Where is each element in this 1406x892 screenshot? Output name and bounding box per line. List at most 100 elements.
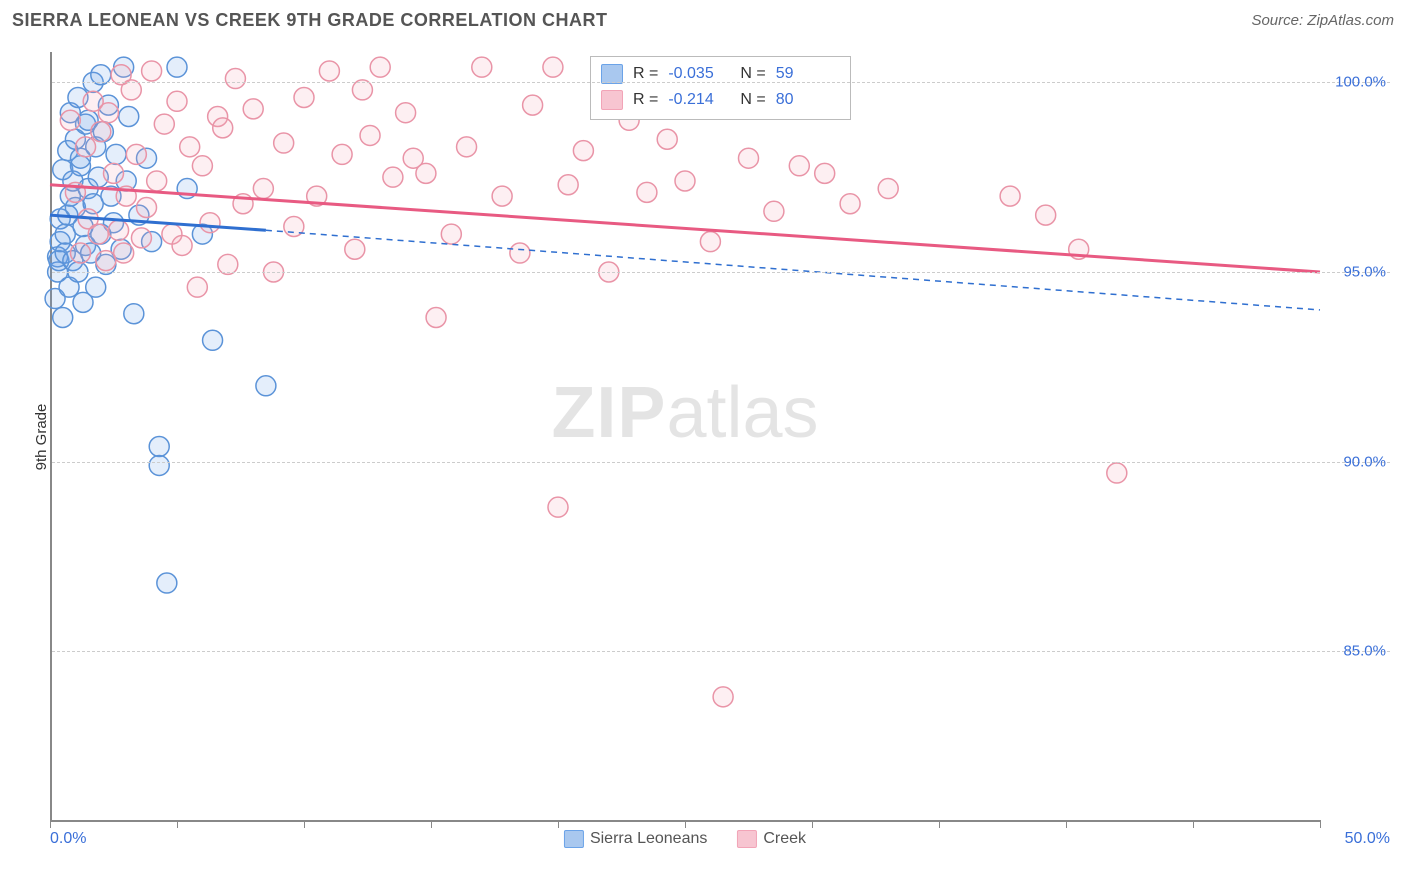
data-point (739, 148, 759, 168)
x-tick (558, 820, 559, 828)
data-point (416, 163, 436, 183)
legend-r-value: -0.214 (668, 91, 730, 109)
x-tick (685, 820, 686, 828)
y-axis-label: 9th Grade (33, 404, 50, 471)
legend-swatch (601, 64, 623, 84)
data-point (131, 228, 151, 248)
chart-container: 9th Grade ZIPatlas 0.0% 50.0% R =-0.035N… (50, 52, 1390, 822)
data-point (1036, 205, 1056, 225)
data-point (149, 455, 169, 475)
data-point (98, 103, 118, 123)
data-point (441, 224, 461, 244)
x-tick (177, 820, 178, 828)
data-point (878, 179, 898, 199)
x-tick (304, 820, 305, 828)
data-point (253, 179, 273, 199)
page-title: SIERRA LEONEAN VS CREEK 9TH GRADE CORREL… (12, 10, 608, 31)
data-point (225, 69, 245, 89)
data-point (114, 243, 134, 263)
data-point (88, 224, 108, 244)
legend-swatch (737, 830, 757, 848)
x-tick (1193, 820, 1194, 828)
legend-n-label: N = (740, 65, 765, 83)
legend-swatch (601, 90, 623, 110)
data-point (119, 106, 139, 126)
x-tick (431, 820, 432, 828)
data-point (172, 235, 192, 255)
data-point (256, 376, 276, 396)
legend-n-value: 80 (776, 91, 838, 109)
legend-item: Creek (737, 830, 806, 848)
data-point (548, 497, 568, 517)
legend-swatch (564, 830, 584, 848)
data-point (243, 99, 263, 119)
data-point (187, 277, 207, 297)
y-tick-label: 100.0% (1335, 74, 1386, 91)
data-point (104, 163, 124, 183)
x-tick-label-min: 0.0% (50, 830, 86, 848)
legend-label: Sierra Leoneans (590, 830, 707, 847)
data-point (713, 687, 733, 707)
data-point (274, 133, 294, 153)
data-point (76, 137, 96, 157)
data-point (675, 171, 695, 191)
gridline-h (52, 272, 1390, 273)
gridline-h (52, 82, 1390, 83)
data-point (383, 167, 403, 187)
data-point (573, 141, 593, 161)
x-tick (1066, 820, 1067, 828)
x-tick (939, 820, 940, 828)
data-point (294, 88, 314, 108)
data-point (426, 308, 446, 328)
legend-item: Sierra Leoneans (564, 830, 707, 848)
data-point (1000, 186, 1020, 206)
scatter-svg (50, 52, 1320, 822)
data-point (360, 125, 380, 145)
data-point (472, 57, 492, 77)
legend-r-label: R = (633, 91, 658, 109)
source-attribution: Source: ZipAtlas.com (1251, 12, 1394, 29)
data-point (192, 156, 212, 176)
x-tick (1320, 820, 1321, 828)
data-point (167, 91, 187, 111)
data-point (345, 239, 365, 259)
data-point (510, 243, 530, 263)
data-point (147, 171, 167, 191)
legend-label: Creek (763, 830, 806, 847)
gridline-h (52, 651, 1390, 652)
series-legend: Sierra Leoneans Creek (564, 830, 806, 848)
data-point (492, 186, 512, 206)
data-point (558, 175, 578, 195)
data-point (157, 573, 177, 593)
x-tick-label-max: 50.0% (1345, 830, 1390, 848)
data-point (91, 122, 111, 142)
legend-r-label: R = (633, 65, 658, 83)
data-point (523, 95, 543, 115)
data-point (70, 243, 90, 263)
data-point (764, 201, 784, 221)
data-point (142, 61, 162, 81)
y-tick-label: 85.0% (1343, 643, 1386, 660)
legend-n-value: 59 (776, 65, 838, 83)
x-tick (50, 820, 51, 828)
y-tick-label: 95.0% (1343, 264, 1386, 281)
data-point (789, 156, 809, 176)
correlation-legend: R =-0.035N =59R =-0.214N =80 (590, 56, 851, 120)
data-point (332, 144, 352, 164)
data-point (167, 57, 187, 77)
data-point (840, 194, 860, 214)
legend-row: R =-0.214N =80 (601, 87, 838, 113)
data-point (396, 103, 416, 123)
data-point (180, 137, 200, 157)
data-point (700, 232, 720, 252)
plot-area: ZIPatlas 0.0% 50.0% R =-0.035N =59R =-0.… (50, 52, 1320, 822)
data-point (637, 182, 657, 202)
data-point (106, 144, 126, 164)
x-tick (812, 820, 813, 828)
data-point (137, 198, 157, 218)
data-point (543, 57, 563, 77)
data-point (319, 61, 339, 81)
data-point (126, 144, 146, 164)
data-point (213, 118, 233, 138)
data-point (96, 251, 116, 271)
